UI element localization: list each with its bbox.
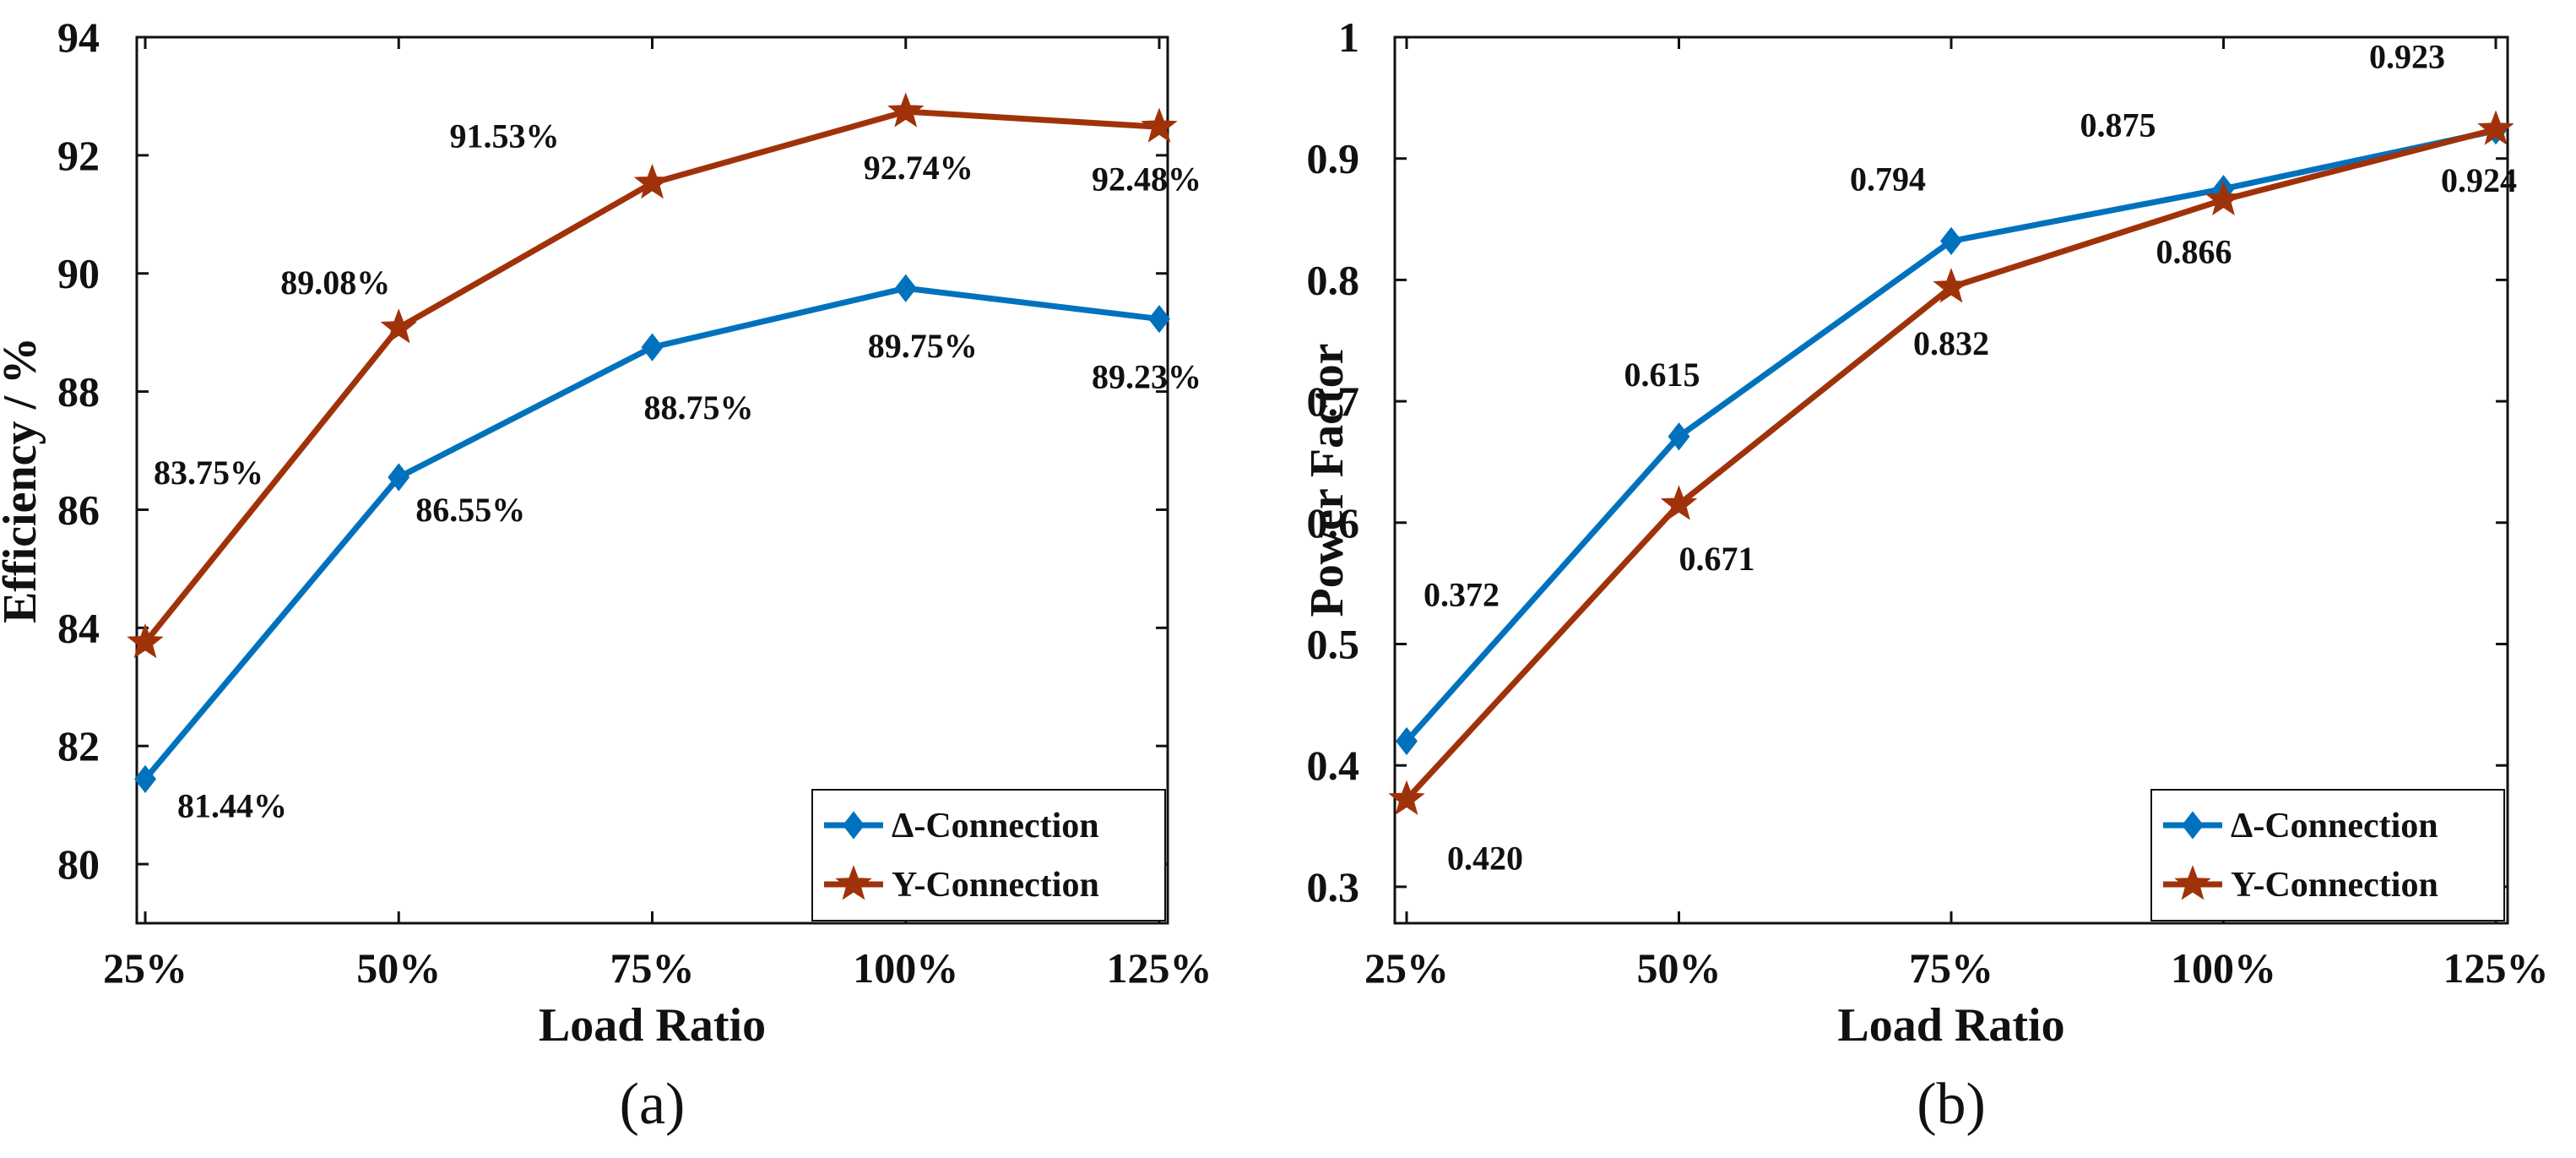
delta-point-b xyxy=(1668,422,1690,451)
delta-point-b xyxy=(1940,226,1962,256)
data-label-y-a: 92.74% xyxy=(864,149,973,187)
data-label-y-a: 92.48% xyxy=(1092,160,1201,198)
y-tick-label-a: 82 xyxy=(57,722,100,769)
x-axis-title-b: Load Ratio xyxy=(1837,999,2064,1052)
y-point-a xyxy=(887,92,925,128)
x-tick-label-a: 125% xyxy=(1107,944,1212,992)
x-tick-label-a: 50% xyxy=(356,944,441,992)
x-tick-label-a: 25% xyxy=(103,944,187,992)
x-tick-label-a: 100% xyxy=(853,944,958,992)
panel-label-a: (a) xyxy=(620,1072,686,1137)
legend-box-b xyxy=(2150,789,2505,922)
y-tick-label-a: 90 xyxy=(57,250,100,297)
delta-point-a xyxy=(134,764,156,793)
y-point-b xyxy=(1388,780,1425,815)
data-label-delta-b: 0.875 xyxy=(2080,106,2156,144)
y-tick-label-b: 0.8 xyxy=(1307,256,1360,303)
y-point-a xyxy=(380,308,417,344)
x-axis-title-a: Load Ratio xyxy=(539,999,766,1052)
x-tick-label-b: 50% xyxy=(1637,944,1722,992)
legend-marker-diamond-icon xyxy=(2182,811,2204,840)
data-label-delta-b: 0.923 xyxy=(2369,38,2445,76)
y-tick-label-a: 92 xyxy=(57,132,100,179)
series-line-delta-b xyxy=(1404,128,2497,743)
data-label-delta-a: 88.75% xyxy=(644,389,754,427)
legend-marker-star-icon xyxy=(2174,865,2211,900)
data-label-delta-a: 81.44% xyxy=(177,786,287,824)
delta-point-b xyxy=(1396,726,1418,756)
data-label-delta-a: 89.23% xyxy=(1092,358,1201,396)
data-label-y-a: 91.53% xyxy=(450,117,560,155)
y-tick-label-a: 84 xyxy=(57,604,100,651)
y-point-a xyxy=(127,622,164,659)
legend-marker-diamond-icon xyxy=(843,811,865,840)
data-label-delta-b: 0.615 xyxy=(1624,356,1700,394)
data-label-delta-b: 0.794 xyxy=(1850,160,1926,198)
y-tick-label-b: 1 xyxy=(1338,14,1359,61)
series-line-y-a xyxy=(143,108,1160,645)
legend-label-delta-b: Δ-Connection xyxy=(2231,807,2438,845)
data-label-y-b: 0.924 xyxy=(2441,161,2517,199)
y-tick-label-b: 0.7 xyxy=(1307,378,1360,425)
y-axis-title-b: Power Factor xyxy=(1301,344,1353,617)
delta-point-a xyxy=(388,463,410,492)
y-tick-label-a: 94 xyxy=(57,14,100,61)
data-label-y-b: 0.866 xyxy=(2156,233,2232,271)
data-label-y-b: 0.420 xyxy=(1447,839,1523,877)
x-tick-label-b: 125% xyxy=(2443,944,2549,992)
y-point-a xyxy=(1141,107,1178,143)
y-tick-label-b: 0.9 xyxy=(1307,135,1360,182)
y-tick-label-b: 0.5 xyxy=(1307,620,1360,667)
series-line-delta-a xyxy=(143,285,1160,781)
legend-label-delta-a: Δ-Connection xyxy=(892,807,1099,845)
data-label-delta-a: 86.55% xyxy=(415,491,525,529)
x-tick-label-b: 100% xyxy=(2171,944,2276,992)
data-label-y-b: 0.832 xyxy=(1913,324,1989,362)
data-label-y-a: 89.08% xyxy=(280,264,390,302)
y-tick-label-a: 86 xyxy=(57,486,100,533)
y-tick-label-b: 0.3 xyxy=(1307,863,1360,911)
y-tick-label-b: 0.4 xyxy=(1307,742,1360,789)
x-tick-label-b: 75% xyxy=(1909,944,1993,992)
delta-point-a xyxy=(1148,304,1170,334)
y-point-b xyxy=(2205,180,2242,216)
y-tick-label-a: 88 xyxy=(57,368,100,416)
panel-label-b: (b) xyxy=(1917,1072,1986,1137)
y-point-b xyxy=(2477,110,2514,145)
y-tick-label-b: 0.6 xyxy=(1307,499,1360,546)
legend-marker-star-icon xyxy=(835,865,872,900)
data-label-delta-b: 0.372 xyxy=(1424,575,1500,613)
y-point-b xyxy=(1660,485,1698,520)
legend-box-a xyxy=(811,789,1166,922)
data-label-y-a: 83.75% xyxy=(154,454,263,492)
delta-point-a xyxy=(641,333,664,362)
y-point-b xyxy=(1933,268,1970,303)
x-tick-label-a: 75% xyxy=(610,944,695,992)
y-tick-label-a: 80 xyxy=(57,840,100,888)
data-label-delta-a: 89.75% xyxy=(868,327,978,365)
x-tick-label-b: 25% xyxy=(1364,944,1449,992)
delta-point-a xyxy=(894,274,917,302)
data-label-y-b: 0.671 xyxy=(1679,540,1755,578)
y-point-a xyxy=(633,163,671,199)
y-axis-title-a: Efficiency / % xyxy=(0,337,46,623)
legend-label-y-a: Y-Connection xyxy=(892,866,1099,905)
legend-label-y-b: Y-Connection xyxy=(2231,866,2438,905)
